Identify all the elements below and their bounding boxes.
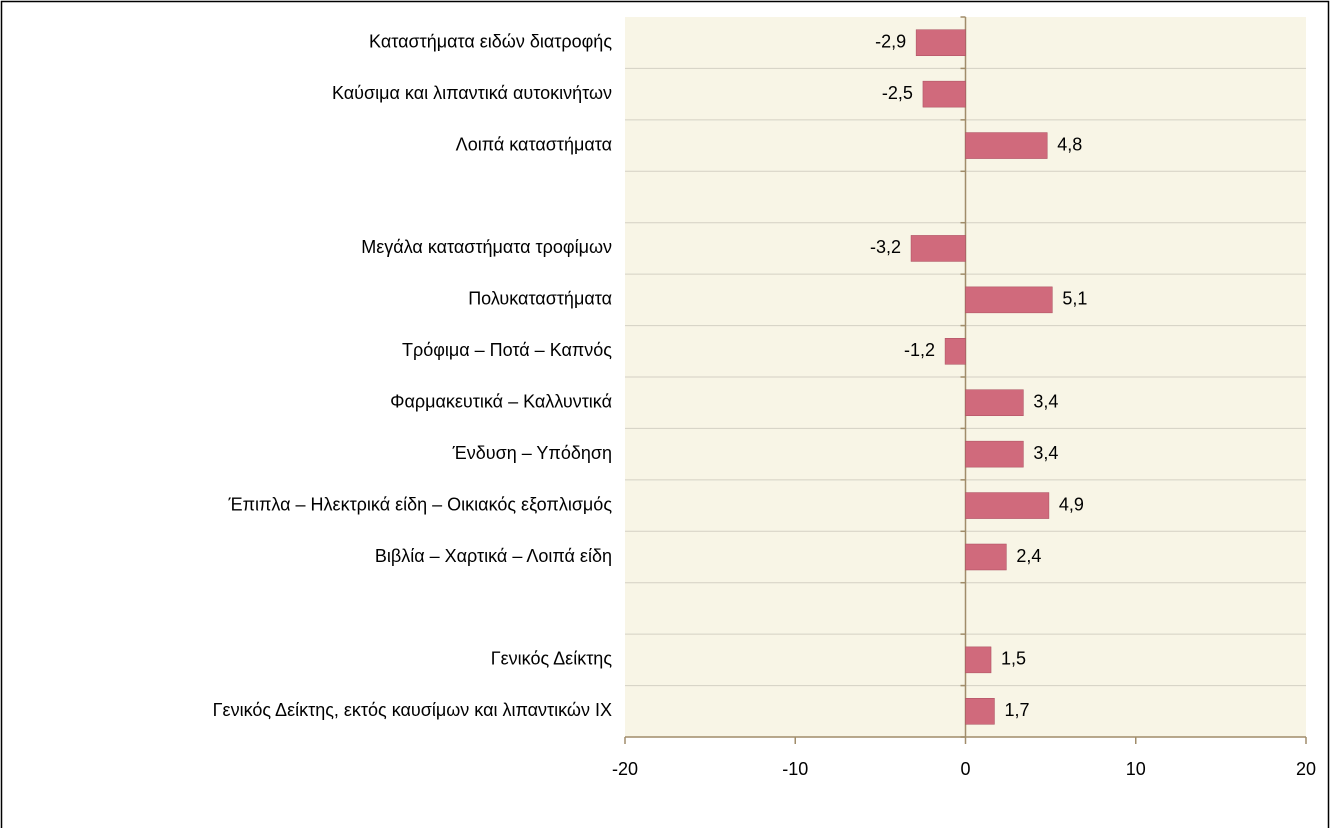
value-label: 1,7 — [1004, 700, 1029, 720]
bar — [965, 286, 1053, 314]
x-tick-label: -10 — [782, 759, 808, 779]
category-label: Καταστήματα ειδών διατροφής — [369, 31, 612, 51]
category-label: Γενικός Δείκτης — [491, 649, 613, 669]
value-label: 2,4 — [1016, 546, 1041, 566]
bar — [965, 492, 1050, 519]
category-label: Φαρμακευτικά – Καλλυντικά — [390, 391, 612, 411]
category-label: Έπιπλα – Ηλεκτρικά είδη – Οικιακός εξοπλ… — [227, 494, 612, 514]
bar — [965, 698, 995, 725]
value-label: -1,2 — [904, 340, 935, 360]
bar — [965, 543, 1007, 571]
bar — [944, 338, 966, 365]
value-label: 3,4 — [1033, 443, 1058, 463]
category-label: Ένδυση – Υπόδηση — [452, 443, 612, 463]
category-label: Μεγάλα καταστήματα τροφίμων — [361, 237, 612, 257]
value-label: -3,2 — [870, 237, 901, 257]
value-label: 3,4 — [1033, 391, 1058, 411]
category-label: Τρόφιμα – Ποτά – Καπνός — [402, 340, 612, 360]
value-label: -2,9 — [875, 31, 906, 51]
x-tick-label: 10 — [1126, 759, 1146, 779]
value-label: 4,8 — [1057, 134, 1082, 154]
bar — [922, 80, 966, 108]
category-label: Βιβλία – Χαρτικά – Λοιπά είδη — [375, 546, 612, 566]
category-label: Γενικός Δείκτης, εκτός καυσίμων και λιπα… — [213, 700, 612, 720]
category-label: Πολυκαταστήματα — [468, 289, 612, 309]
value-label: 1,5 — [1001, 649, 1026, 669]
bar — [965, 389, 1024, 416]
x-tick-label: 0 — [960, 759, 970, 779]
value-label: 4,9 — [1059, 494, 1084, 514]
value-label: 5,1 — [1062, 289, 1087, 309]
bar — [910, 235, 966, 262]
bar — [965, 440, 1024, 468]
category-label: Καύσιμα και λιπαντικά αυτοκινήτων — [332, 83, 612, 103]
x-tick-label: 20 — [1296, 759, 1316, 779]
x-tick-label: -20 — [612, 759, 638, 779]
category-label: Λοιπά καταστήματα — [456, 134, 612, 154]
bar — [965, 646, 992, 674]
bar — [915, 29, 966, 56]
value-label: -2,5 — [882, 83, 913, 103]
bar — [965, 132, 1048, 159]
